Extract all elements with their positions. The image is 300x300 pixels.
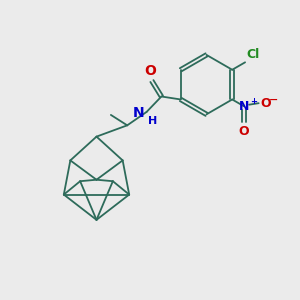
Text: O: O [238, 125, 249, 138]
Text: H: H [148, 116, 158, 126]
Text: N: N [238, 100, 249, 113]
Text: N: N [133, 106, 144, 120]
Text: O: O [145, 64, 156, 78]
Text: Cl: Cl [246, 48, 260, 61]
Text: −: − [268, 95, 278, 105]
Text: O: O [261, 97, 272, 110]
Text: +: + [250, 97, 257, 106]
